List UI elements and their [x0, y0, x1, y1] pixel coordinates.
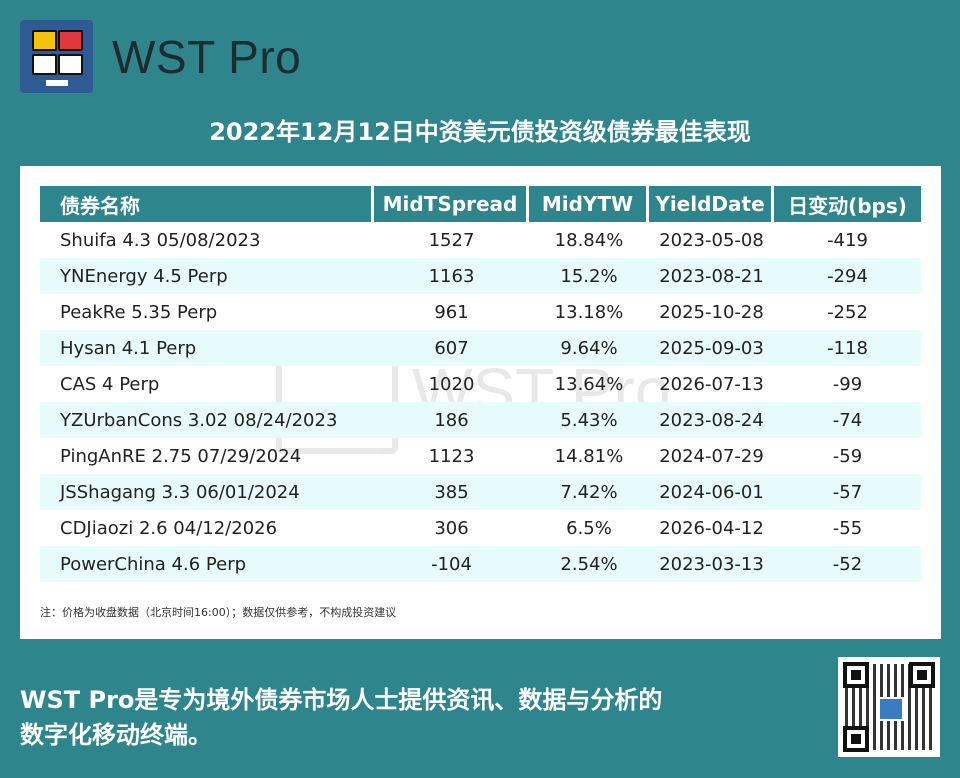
cell-yielddate: 2023-08-24	[649, 402, 774, 438]
cell-midtspread: 1020	[428, 373, 475, 395]
logo-square-red	[58, 30, 83, 51]
cell-bond-name: YZUrbanCons 3.02 08/24/2023	[40, 402, 374, 438]
cell-midytw: 2.54%	[529, 546, 649, 582]
cell-midtspread: 306	[434, 517, 469, 539]
page-title: 2022年12月12日中资美元债投资级债券最佳表现	[209, 118, 751, 146]
table-card: WST Pro 债券名称 MidTSpread MidYTW YieldDate…	[20, 166, 941, 639]
cell-bond-name: Shuifa 4.3 05/08/2023	[60, 229, 261, 251]
table-row: Shuifa 4.3 05/08/2023 1527 18.84% 2023-05-0…	[40, 222, 921, 258]
footer-line-2: 数字化移动终端。	[20, 721, 212, 749]
logo-square-white-left	[32, 54, 57, 75]
cell-midytw: 6.5%	[566, 517, 612, 539]
cell-daily-change: -118	[774, 330, 921, 366]
qr-finder-bottom-left	[843, 726, 869, 752]
cell-yielddate: 2024-06-01	[649, 474, 774, 510]
cell-midytw: 14.81%	[554, 445, 624, 467]
cell-midytw: 5.43%	[529, 402, 649, 438]
cell-daily-change: -419	[827, 229, 868, 251]
cell-midytw: 13.18%	[554, 301, 624, 323]
cell-bond-name: CDJiaozi 2.6 04/12/2026	[60, 517, 278, 539]
header-midtspread: MidTSpread	[374, 186, 529, 222]
header-bond-name: 债券名称	[40, 186, 374, 222]
cell-daily-change: -99	[832, 373, 863, 395]
cell-bond-name: CAS 4 Perp	[60, 373, 160, 395]
header-midytw: MidYTW	[529, 186, 649, 222]
table-row: CDJiaozi 2.6 04/12/2026 306 6.5% 2026-04-12…	[40, 510, 921, 546]
brand-name: WST Pro	[112, 31, 302, 83]
cell-daily-change: -252	[827, 301, 868, 323]
table-row: PingAnRE 2.75 07/29/2024 1123 14.81% 2024-0…	[40, 438, 921, 474]
cell-daily-change: -294	[774, 258, 921, 294]
cell-midytw: 13.64%	[554, 373, 624, 395]
cell-midtspread: 607	[374, 330, 529, 366]
table-row: Hysan 4.1 Perp 607 9.64% 2025-09-03 -118	[40, 330, 921, 366]
cell-midtspread: 1527	[428, 229, 475, 251]
cell-bond-name: PeakRe 5.35 Perp	[60, 301, 218, 323]
cell-daily-change: -57	[774, 474, 921, 510]
disclaimer-note: 注：价格为收盘数据（北京时间16:00）；数据仅供参考，不构成投资建议	[40, 606, 397, 619]
cell-daily-change: -74	[774, 402, 921, 438]
cell-midtspread: 186	[374, 402, 529, 438]
qr-code-icon[interactable]	[838, 657, 940, 757]
cell-bond-name: YNEnergy 4.5 Perp	[40, 258, 374, 294]
brand-logo-icon	[20, 20, 93, 93]
cell-yielddate: 2023-08-21	[649, 258, 774, 294]
cell-bond-name: JSShagang 3.3 06/01/2024	[40, 474, 374, 510]
cell-yielddate: 2023-03-13	[649, 546, 774, 582]
cell-midtspread: 1163	[374, 258, 529, 294]
bond-performance-table: 债券名称 MidTSpread MidYTW YieldDate 日变动(bps…	[40, 186, 921, 582]
cell-yielddate: 2025-09-03	[649, 330, 774, 366]
qr-center-logo	[878, 697, 904, 721]
cell-daily-change: -55	[832, 517, 863, 539]
table-row: PowerChina 4.6 Perp -104 2.54% 2023-03-13 -5…	[40, 546, 921, 582]
cell-yielddate: 2026-07-13	[659, 373, 764, 395]
header-yielddate: YieldDate	[649, 186, 774, 222]
cell-midtspread: 1123	[428, 445, 475, 467]
cell-midytw: 9.64%	[529, 330, 649, 366]
cell-yielddate: 2025-10-28	[659, 301, 764, 323]
cell-midytw: 18.84%	[554, 229, 624, 251]
logo-stand	[46, 80, 68, 86]
cell-bond-name: PingAnRE 2.75 07/29/2024	[60, 445, 302, 467]
qr-finder-top-left	[843, 662, 869, 688]
cell-midytw: 7.42%	[529, 474, 649, 510]
cell-midtspread: 961	[434, 301, 469, 323]
qr-finder-top-right	[909, 662, 935, 688]
table-row: PeakRe 5.35 Perp 961 13.18% 2025-10-28 -252	[40, 294, 921, 330]
header-daily-change: 日变动(bps)	[774, 186, 921, 222]
cell-bond-name: Hysan 4.1 Perp	[40, 330, 374, 366]
logo-square-white-right	[58, 54, 83, 75]
cell-yielddate: 2026-04-12	[659, 517, 764, 539]
table-row: YZUrbanCons 3.02 08/24/2023 186 5.43% 2023-…	[40, 402, 921, 438]
footer-tagline: WST Pro是专为境外债券市场人士提供资讯、数据与分析的 数字化移动终端。	[20, 683, 800, 753]
logo-square-yellow	[32, 30, 57, 51]
table-row: CAS 4 Perp 1020 13.64% 2026-07-13 -99	[40, 366, 921, 402]
cell-daily-change: -59	[832, 445, 863, 467]
footer-line-1: WST Pro是专为境外债券市场人士提供资讯、数据与分析的	[20, 686, 663, 714]
cell-yielddate: 2023-05-08	[659, 229, 764, 251]
cell-bond-name: PowerChina 4.6 Perp	[40, 546, 374, 582]
table-header-row: 债券名称 MidTSpread MidYTW YieldDate 日变动(bps…	[40, 186, 921, 222]
cell-midtspread: -104	[374, 546, 529, 582]
cell-daily-change: -52	[774, 546, 921, 582]
table-row: YNEnergy 4.5 Perp 1163 15.2% 2023-08-21 -294	[40, 258, 921, 294]
cell-midytw: 15.2%	[529, 258, 649, 294]
cell-midtspread: 385	[374, 474, 529, 510]
cell-yielddate: 2024-07-29	[659, 445, 764, 467]
table-row: JSShagang 3.3 06/01/2024 385 7.42% 2024-06-…	[40, 474, 921, 510]
